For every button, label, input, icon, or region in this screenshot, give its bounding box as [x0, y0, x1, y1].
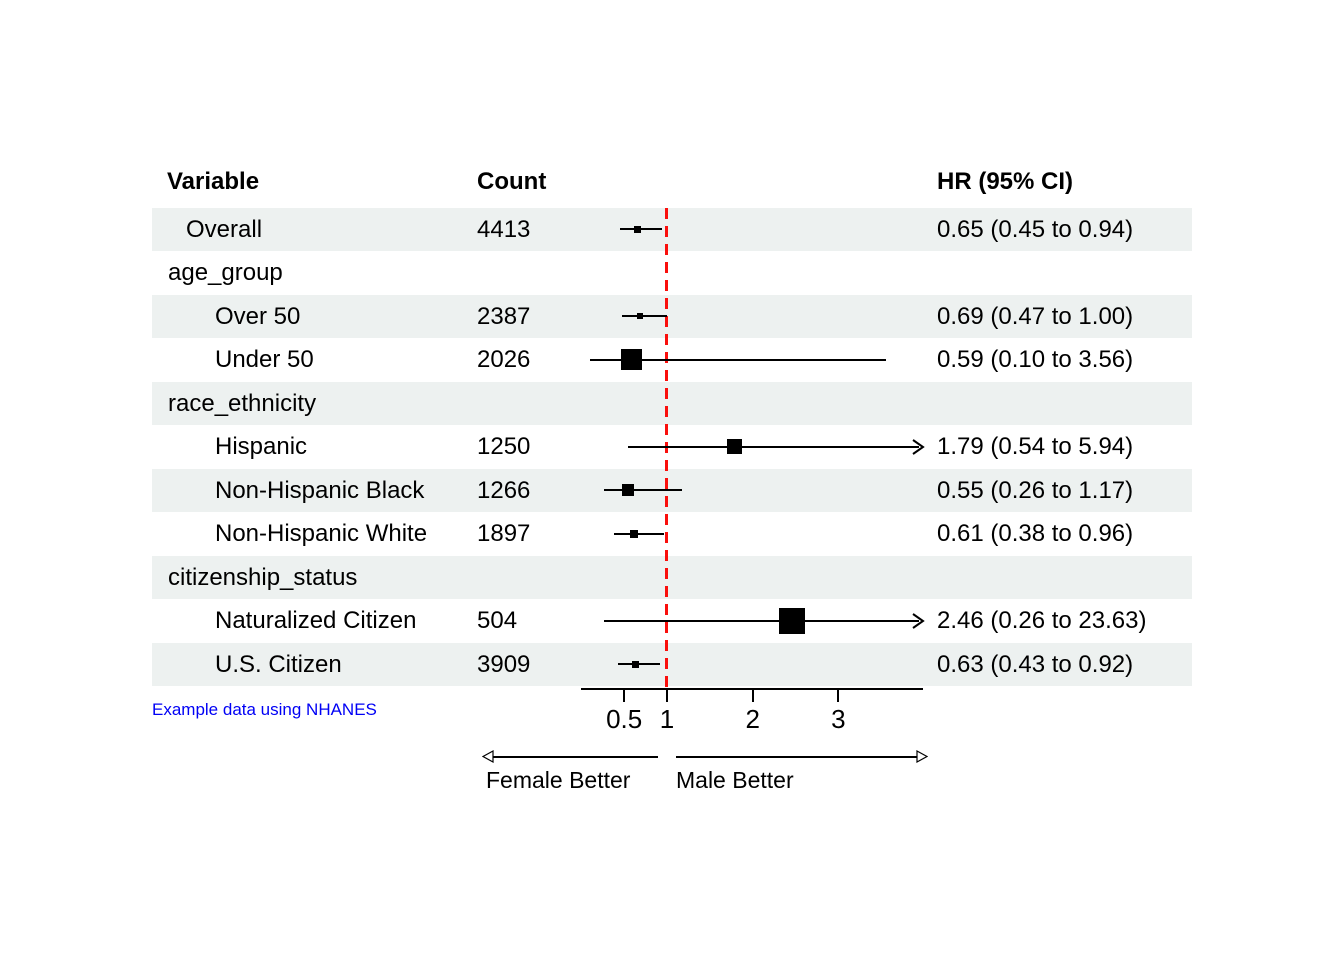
table-row: Under 50 2026 0.59 (0.10 to 3.56) — [152, 338, 1192, 382]
point-estimate-marker — [633, 225, 641, 233]
row-count: 4413 — [477, 215, 531, 243]
row-label: Hispanic — [215, 433, 308, 460]
axis-tick-label: 3 — [831, 704, 846, 734]
table-row: Naturalized Citizen 504 2.46 (0.26 to 23.6… — [152, 599, 1192, 643]
column-header-hr: HR (95% CI) — [937, 168, 1074, 195]
ci-line — [589, 358, 887, 361]
ci-line — [627, 445, 919, 448]
male-better-arrow-line — [676, 756, 919, 758]
row-hr-ci: 0.61 (0.38 to 0.96) — [937, 520, 1134, 547]
female-better-label: Female Better — [486, 767, 631, 793]
row-hr-ci: 0.55 (0.26 to 1.17) — [937, 476, 1134, 504]
row-hr-ci: 0.59 (0.10 to 3.56) — [937, 346, 1134, 373]
point-estimate-marker — [631, 660, 639, 668]
point-estimate-marker — [727, 439, 743, 455]
group-row: citizenship_status — [152, 555, 1192, 599]
ci-line — [621, 315, 667, 318]
right-arrowhead-icon — [916, 750, 928, 763]
row-label: Non-Hispanic White — [215, 520, 428, 547]
row-count: 1897 — [477, 520, 531, 547]
row-label: Naturalized Citizen — [215, 607, 417, 634]
row-label: Over 50 — [215, 302, 301, 330]
truncation-arrow-icon — [912, 438, 925, 455]
column-header-count: Count — [477, 168, 547, 195]
left-arrowhead-icon — [482, 750, 494, 763]
row-count: 2387 — [477, 302, 531, 330]
point-estimate-marker — [637, 313, 644, 320]
row-hr-ci: 2.46 (0.26 to 23.63) — [937, 607, 1147, 634]
point-estimate-marker — [621, 349, 643, 371]
row-label: race_ethnicity — [168, 389, 317, 417]
row-hr-ci: 0.69 (0.47 to 1.00) — [937, 302, 1134, 330]
row-hr-ci: 1.79 (0.54 to 5.94) — [937, 433, 1134, 460]
ci-line — [603, 619, 919, 622]
male-better-label: Male Better — [676, 767, 794, 793]
axis-tick-label: 1 — [659, 704, 675, 734]
row-count: 1250 — [477, 433, 531, 460]
row-label: Under 50 — [215, 346, 314, 373]
reference-line — [665, 208, 668, 688]
ci-line — [619, 228, 662, 231]
row-hr-ci: 0.65 (0.45 to 0.94) — [937, 215, 1134, 243]
table-row: Over 50 2387 0.69 (0.47 to 1.00) — [152, 294, 1192, 338]
group-row: age_group — [152, 251, 1192, 295]
row-count: 1266 — [477, 476, 531, 504]
axis-tick — [751, 689, 754, 702]
row-label: Overall — [186, 215, 263, 243]
axis-tick — [623, 689, 626, 702]
data-source-note: Example data using NHANES — [152, 700, 377, 719]
row-label: Non-Hispanic Black — [215, 476, 425, 504]
row-count: 2026 — [477, 346, 531, 373]
ci-line — [603, 489, 682, 492]
truncation-arrow-icon — [912, 612, 925, 629]
axis-tick-label: 0.5 — [606, 704, 643, 734]
female-better-arrow-line — [489, 756, 658, 758]
row-count: 3909 — [477, 650, 531, 678]
column-header-variable: Variable — [167, 168, 260, 195]
axis-tick — [837, 689, 840, 702]
axis-tick-label: 2 — [745, 704, 760, 734]
table-row: Hispanic 1250 1.79 (0.54 to 5.94) — [152, 425, 1192, 469]
row-label: citizenship_status — [168, 563, 358, 591]
table-row: Non-Hispanic Black 1266 0.55 (0.26 to 1.17… — [152, 468, 1192, 512]
ci-line — [618, 663, 661, 666]
row-label: age_group — [168, 259, 283, 286]
row-hr-ci: 0.63 (0.43 to 0.92) — [937, 650, 1134, 678]
point-estimate-marker — [779, 607, 806, 634]
row-count: 504 — [477, 607, 518, 634]
point-estimate-marker — [629, 529, 638, 538]
axis-tick — [666, 689, 668, 702]
table-row: Overall 4413 0.65 (0.45 to 0.94) — [152, 207, 1192, 251]
table-row: U.S. Citizen 3909 0.63 (0.43 to 0.92) — [152, 642, 1192, 686]
row-label: U.S. Citizen — [215, 650, 342, 678]
group-row: race_ethnicity — [152, 381, 1192, 425]
table-row: Non-Hispanic White 1897 0.61 (0.38 to 0.96… — [152, 512, 1192, 556]
ci-line — [613, 532, 664, 535]
point-estimate-marker — [622, 484, 635, 497]
